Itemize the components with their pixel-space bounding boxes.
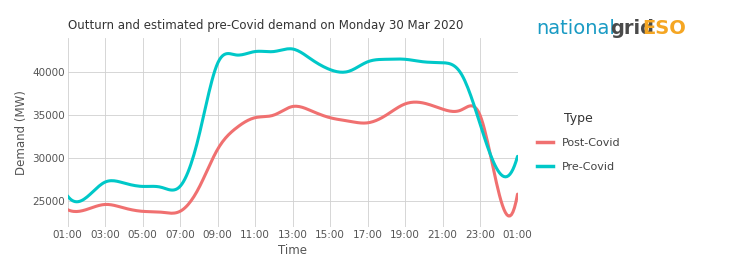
- Legend: Post-Covid, Pre-Covid: Post-Covid, Pre-Covid: [536, 112, 621, 171]
- Text: ESO: ESO: [643, 19, 687, 38]
- Text: grid: grid: [610, 19, 654, 38]
- Y-axis label: Demand (MW): Demand (MW): [15, 90, 28, 175]
- Text: national: national: [536, 19, 615, 38]
- X-axis label: Time: Time: [278, 244, 307, 257]
- Text: Outturn and estimated pre-Covid demand on Monday 30 Mar 2020: Outturn and estimated pre-Covid demand o…: [68, 19, 463, 32]
